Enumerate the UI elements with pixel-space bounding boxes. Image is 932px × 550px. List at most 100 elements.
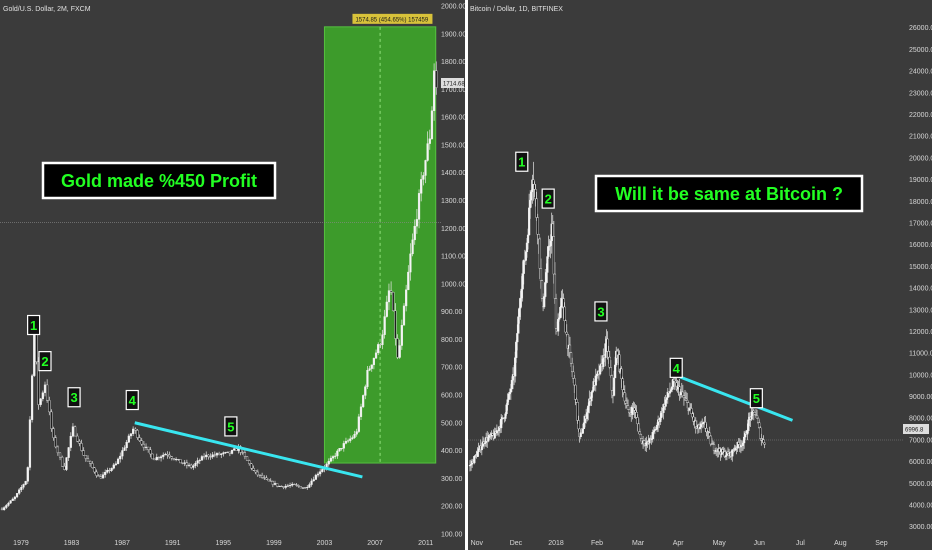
x-tick-label: 1987 — [114, 540, 130, 547]
x-tick-label: Sep — [875, 540, 888, 547]
candle-body — [347, 440, 350, 442]
candle-body — [187, 464, 191, 466]
wave-label-2: 2 — [545, 192, 552, 207]
candle-body — [704, 421, 707, 429]
candle-body — [691, 413, 694, 418]
y-tick-label: 500.00 — [441, 420, 463, 427]
gold-annotation-box — [41, 161, 277, 200]
candle-body — [622, 389, 625, 393]
candle-body — [166, 453, 169, 456]
candle-body — [392, 291, 395, 311]
candle-body — [553, 273, 557, 299]
candle-body — [737, 442, 740, 445]
wave-label-box — [515, 151, 529, 172]
bitcoin-annotation-text: Will it be same at Bitcoin ? — [615, 184, 843, 204]
candle-body — [198, 460, 201, 462]
x-tick-label: 1991 — [165, 540, 181, 547]
candle-body — [256, 471, 259, 476]
candle-body — [314, 474, 317, 480]
candle-body — [638, 431, 641, 435]
y-tick-label: 1600.00 — [441, 115, 466, 122]
y-tick-label: 26000.00 — [909, 25, 932, 32]
candle-body — [422, 175, 425, 180]
candle-body — [24, 481, 27, 485]
candle-body — [655, 424, 659, 430]
candle-body — [43, 384, 47, 393]
candle-body — [224, 452, 227, 454]
wave-label-box — [224, 416, 238, 437]
candle-body — [557, 319, 560, 332]
wave-label-3: 3 — [597, 304, 604, 319]
y-tick-label: 1000.00 — [441, 281, 466, 288]
candle-body — [108, 469, 111, 471]
x-tick-label: Jul — [796, 540, 805, 547]
candle-body — [379, 344, 382, 346]
candle-body — [573, 378, 576, 386]
wave-label-box — [125, 389, 139, 411]
candle-body — [349, 438, 352, 441]
candle-body — [665, 397, 668, 400]
candle-body — [590, 392, 593, 402]
candle-body — [282, 486, 285, 488]
candle-body — [424, 160, 427, 176]
candle-body — [99, 476, 102, 479]
candle-body — [487, 437, 490, 442]
candle-body — [175, 459, 178, 461]
x-tick-label: 1995 — [216, 540, 232, 547]
x-tick-label: 2003 — [317, 540, 333, 547]
candle-body — [261, 474, 264, 478]
x-tick-label: Jun — [754, 540, 765, 547]
candle-body — [211, 454, 214, 458]
candle-body — [506, 399, 509, 406]
gold-price-series — [0, 61, 438, 511]
x-tick-label: Feb — [591, 540, 603, 547]
candle-body — [26, 467, 29, 482]
y-tick-label: 21000.00 — [909, 134, 932, 141]
bitcoin-chart: Bitcoin / Dollar, 1D, BITFINEX 1 2 3 4 5 300… — [468, 6, 932, 547]
candle-body — [586, 412, 589, 419]
candle-body — [524, 251, 527, 261]
y-tick-label: 17000.00 — [909, 220, 932, 227]
bitcoin-y-axis: 3000.00 4000.00 5000.00 6000.00 7000.00 8000.… — [909, 25, 932, 531]
candle-body — [426, 143, 429, 161]
candle-body — [338, 448, 341, 452]
candle-body — [368, 368, 371, 371]
candle-body — [15, 493, 19, 498]
candle-body — [681, 391, 684, 397]
candle-body — [177, 459, 180, 461]
candle-body — [572, 371, 575, 379]
candle-body — [116, 458, 120, 464]
candle-body — [301, 487, 305, 489]
candle-body — [758, 422, 761, 428]
y-tick-label: 900.00 — [441, 309, 463, 316]
candle-body — [645, 442, 648, 446]
bitcoin-annotation-box — [594, 174, 864, 213]
candle-body — [250, 463, 253, 469]
candle-body — [411, 239, 414, 255]
candle-body — [20, 487, 23, 490]
wave-label-5: 5 — [753, 391, 760, 406]
candle-body — [291, 483, 294, 486]
candle-body — [752, 410, 755, 413]
candle-body — [185, 462, 188, 466]
candle-body — [276, 483, 279, 487]
candle-body — [134, 428, 137, 431]
x-tick-label: 1983 — [64, 540, 80, 547]
candle-body — [477, 448, 480, 453]
y-tick-label: 9000.00 — [909, 394, 932, 401]
candle-body — [668, 391, 672, 394]
candle-body — [709, 435, 712, 445]
candle-body — [753, 412, 756, 415]
candle-body — [215, 453, 219, 456]
x-tick-label: Apr — [673, 540, 685, 547]
candle-body — [674, 380, 677, 383]
candle-body — [248, 460, 251, 464]
candle-body — [624, 400, 627, 404]
candle-body — [106, 469, 109, 473]
candle-body — [0, 508, 4, 511]
y-tick-label: 7000.00 — [909, 437, 932, 444]
y-tick-label: 1100.00 — [441, 254, 466, 261]
wave-label-box — [594, 301, 608, 322]
candle-body — [669, 389, 673, 392]
